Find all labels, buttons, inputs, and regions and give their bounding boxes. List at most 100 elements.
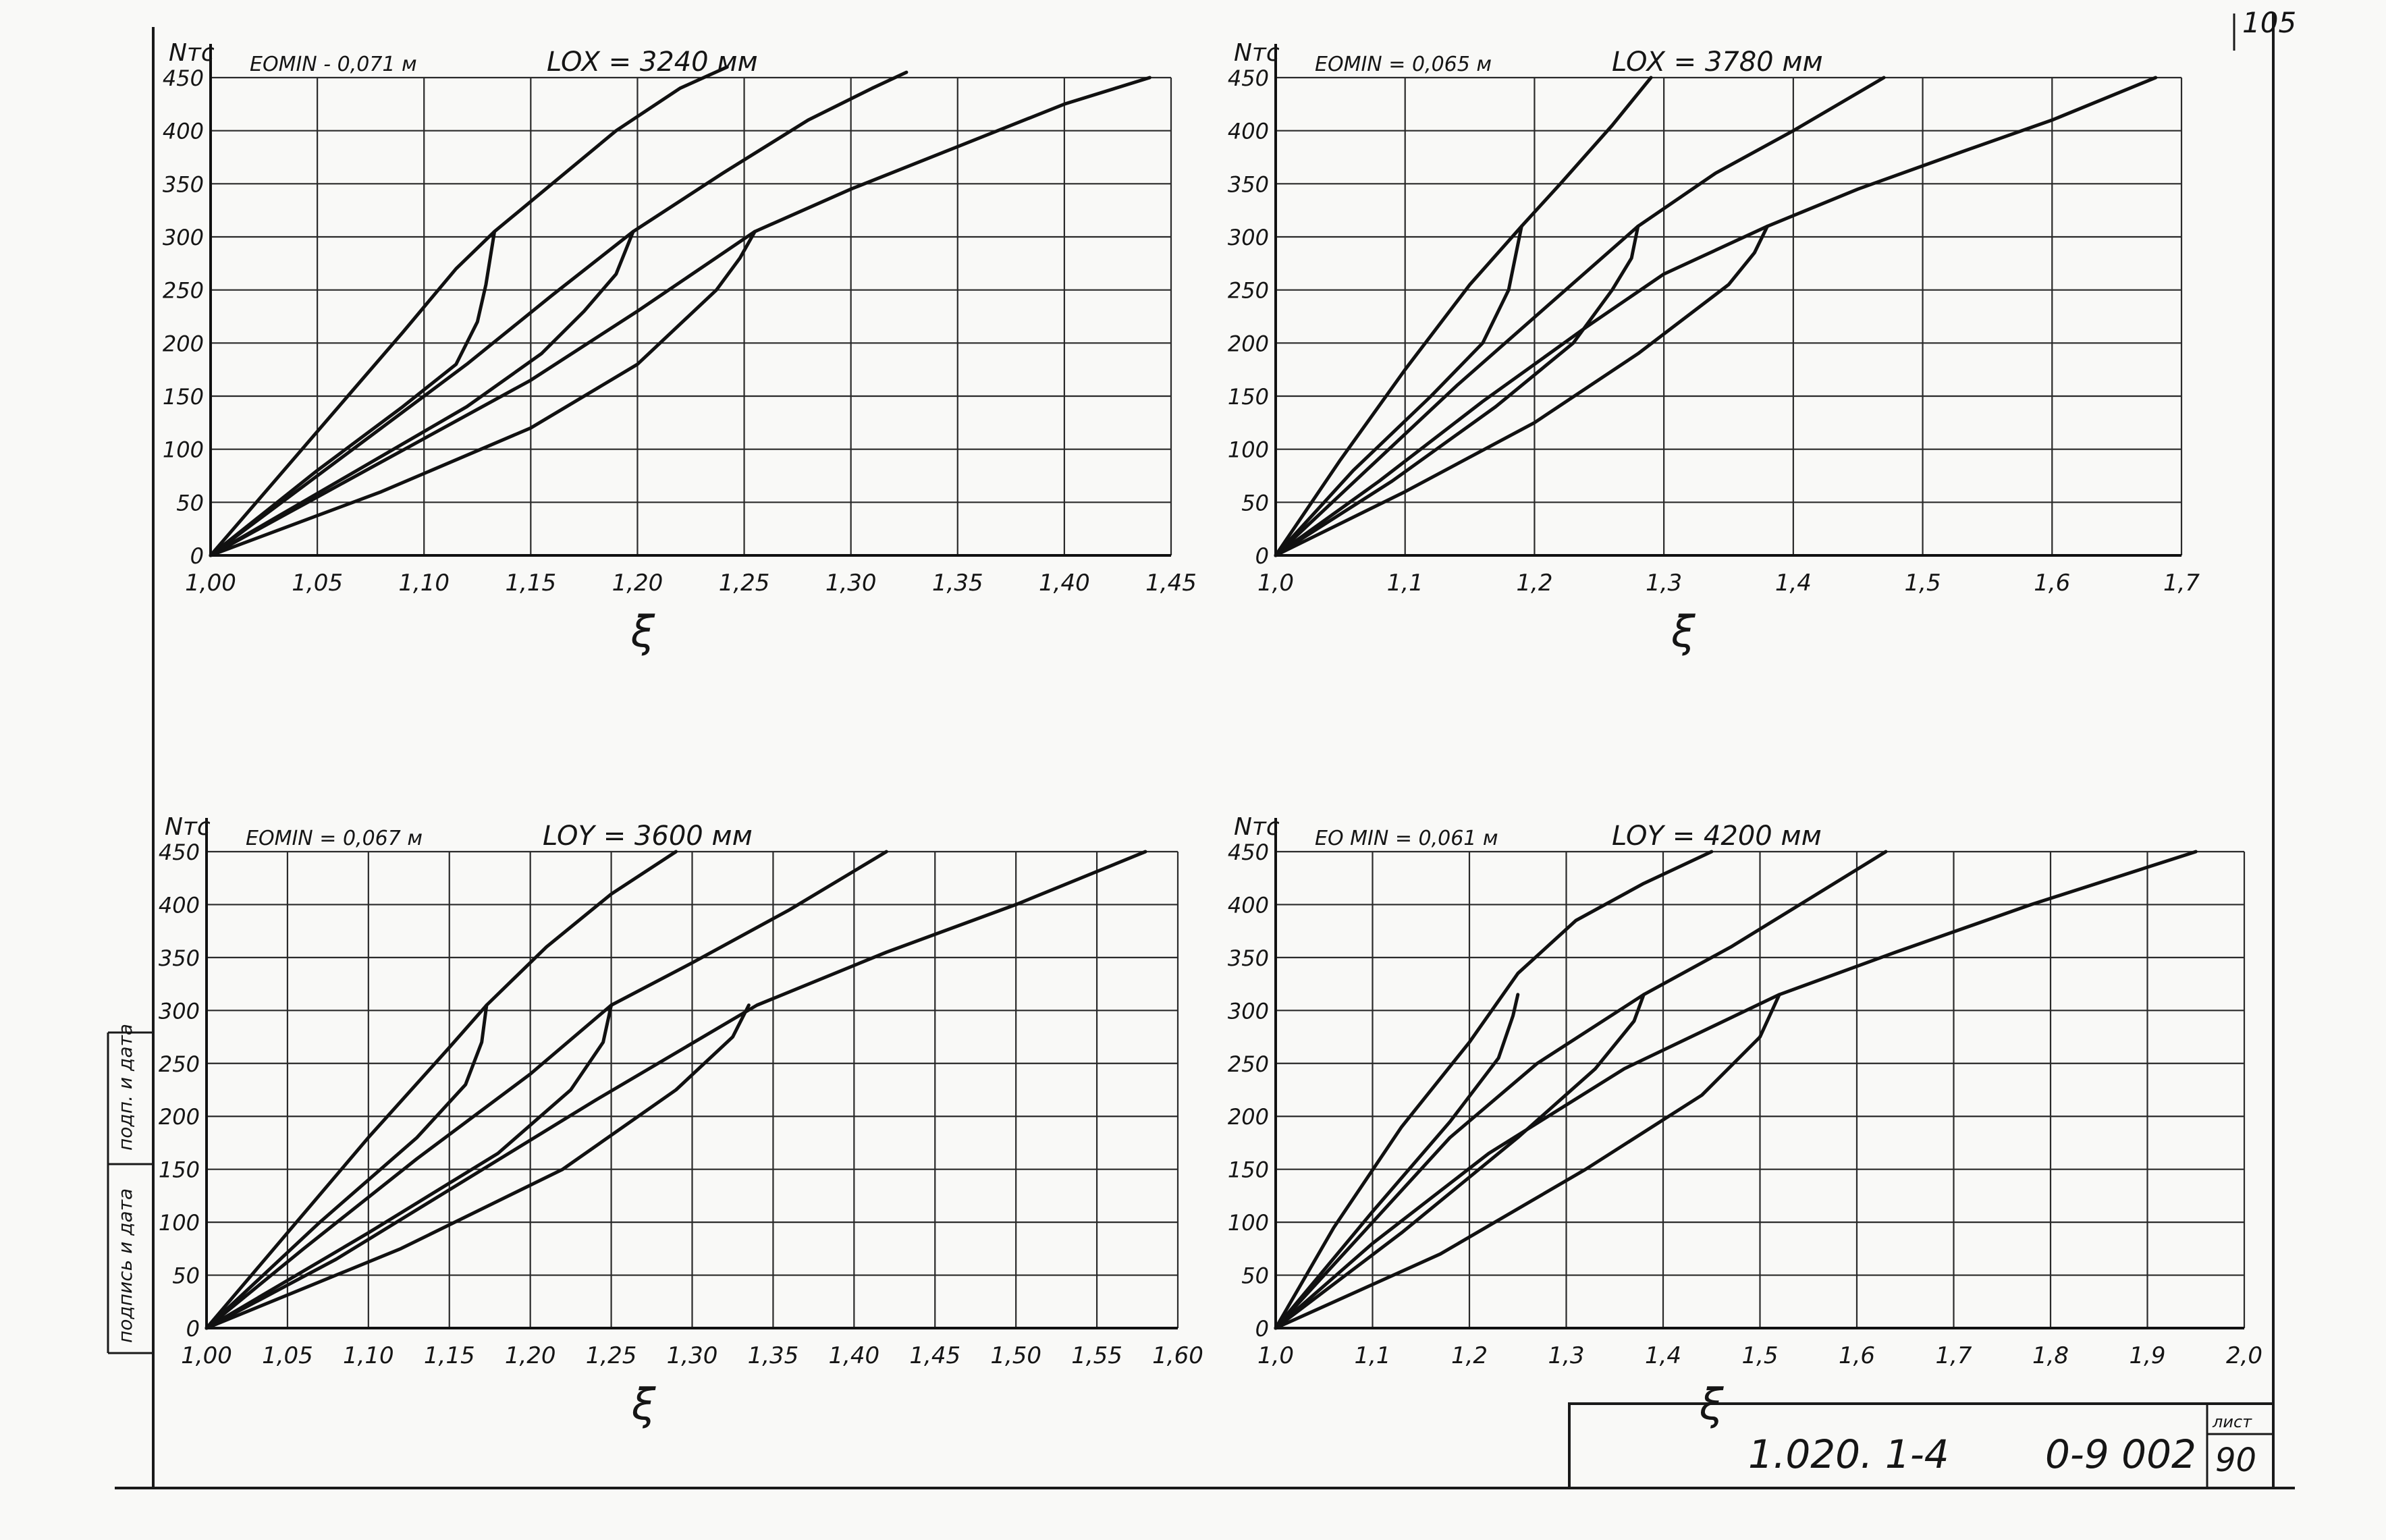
y-tick-label: 350 — [163, 171, 204, 197]
y-tick-label: 200 — [159, 1104, 200, 1130]
y-tick-label: 350 — [159, 945, 200, 971]
series-line-3 — [1274, 850, 2198, 1330]
y-tick-label: 300 — [1228, 225, 1269, 250]
x-tick-label: 1,25 — [586, 1342, 637, 1369]
x-tick-label: 1,40 — [828, 1342, 879, 1369]
x-tick-label: 1,6 — [1839, 1342, 1875, 1369]
series-line-4 — [1274, 224, 1523, 557]
series-line-1 — [1274, 850, 1714, 1330]
margin-stamp: подп. и дата подпись и дата — [107, 1024, 153, 1354]
y-tick-label: 350 — [1228, 171, 1269, 197]
y-tick-label: 0 — [190, 543, 204, 569]
chart-title: LOX = 3240 мм — [547, 47, 758, 78]
x-tick-label: 1,00 — [181, 1342, 232, 1369]
x-tick-label: 1,00 — [185, 570, 236, 597]
y-tick-label: 150 — [159, 1157, 200, 1183]
y-tick-label: 400 — [159, 892, 200, 918]
x-tick-label: 1,4 — [1645, 1342, 1681, 1369]
y-tick-label: 50 — [176, 490, 204, 516]
x-tick-label: 1,60 — [1152, 1342, 1203, 1369]
x-axis-label: ξ — [1699, 1380, 1725, 1430]
y-tick-label: 0 — [1255, 543, 1269, 569]
chart-subtitle: EOMIN = 0,067 м — [246, 827, 423, 850]
x-tick-label: 1,05 — [292, 570, 343, 597]
y-tick-label: 200 — [1228, 1104, 1269, 1130]
x-tick-label: 1,3 — [1548, 1342, 1584, 1369]
y-tick-label: 150 — [1228, 1157, 1269, 1183]
series-line-5 — [1274, 993, 1646, 1330]
y-tick-label: 150 — [1228, 384, 1269, 410]
series-line-1 — [1274, 76, 1653, 557]
series-line-6 — [1274, 993, 1781, 1330]
y-tick-label: 200 — [163, 331, 204, 356]
x-tick-label: 1,3 — [1646, 570, 1682, 597]
x-tick-label: 1,20 — [612, 570, 663, 597]
y-tick-label: 450 — [1228, 840, 1269, 865]
chart-subtitle: EO MIN = 0,061 м — [1315, 827, 1498, 850]
y-axis-label: Nтс — [1234, 39, 1280, 67]
x-axis-label: ξ — [631, 1380, 657, 1430]
series-line-2 — [209, 70, 909, 557]
y-tick-label: 300 — [163, 225, 204, 250]
x-tick-label: 1,7 — [2163, 570, 2200, 597]
drawing-code: 0-9 002 — [2045, 1431, 2196, 1477]
list-label: лист — [2212, 1412, 2252, 1431]
y-axis-label: Nтс — [169, 39, 215, 67]
chart-subtitle: EOMIN - 0,071 м — [250, 53, 417, 76]
y-tick-label: 450 — [159, 840, 200, 865]
series-line-5 — [1274, 224, 1640, 557]
series-line-5 — [209, 229, 635, 557]
title-block: 1.020. 1-4 0-9 002 лист 90 — [1568, 1402, 2275, 1489]
chart-lox-3780: 1,0 1,1 1,2 1,3 1,4 1,5 1,6 1,7 0 50 100 150 200 250 3… — [1228, 39, 2200, 657]
x-tick-label: 1,1 — [1387, 570, 1424, 597]
x-tick-label: 1,35 — [932, 570, 983, 597]
y-tick-label: 400 — [1228, 119, 1269, 144]
x-tick-label: 1,20 — [505, 1342, 556, 1369]
series-line-3 — [205, 850, 1147, 1330]
x-tick-label: 2,0 — [2226, 1342, 2262, 1369]
series-line-3 — [209, 76, 1151, 557]
series-line-6 — [205, 1003, 751, 1330]
x-tick-label: 1,30 — [667, 1342, 718, 1369]
y-tick-label: 350 — [1228, 945, 1269, 971]
x-tick-label: 1,15 — [505, 570, 556, 597]
series-line-1 — [209, 65, 729, 557]
chart-loy-4200: 1,0 1,1 1,2 1,3 1,4 1,5 1,6 1,7 1,8 1,9 2,0 0 50 100 1… — [1228, 813, 2262, 1430]
chart-title: LOY = 3600 мм — [543, 821, 753, 852]
y-tick-label: 100 — [1228, 437, 1269, 463]
x-axis-label: ξ — [1671, 607, 1696, 657]
x-tick-label: 1,1 — [1354, 1342, 1390, 1369]
x-tick-label: 1,45 — [909, 1342, 960, 1369]
chart-title: LOY = 4200 мм — [1612, 821, 1822, 852]
y-tick-label: 100 — [1228, 1210, 1269, 1236]
series-line-4 — [209, 229, 497, 557]
x-tick-label: 1,35 — [748, 1342, 799, 1369]
series-line-2 — [1274, 850, 1888, 1330]
y-tick-label: 450 — [1228, 65, 1269, 91]
x-tick-label: 1,15 — [424, 1342, 475, 1369]
y-tick-label: 0 — [1255, 1316, 1269, 1342]
y-tick-label: 400 — [163, 119, 204, 144]
y-tick-label: 400 — [1228, 892, 1269, 918]
x-axis-label: ξ — [630, 607, 656, 657]
series-line-6 — [1274, 224, 1769, 557]
page-number: 105 — [2242, 6, 2296, 39]
series-line-3 — [1274, 76, 2158, 557]
series-line-2 — [1274, 76, 1886, 557]
y-tick-label: 250 — [163, 278, 204, 304]
y-axis-label: Nтс — [165, 813, 211, 841]
y-axis-label: Nтс — [1234, 813, 1280, 841]
y-tick-label: 300 — [159, 998, 200, 1024]
y-tick-label: 50 — [1241, 490, 1269, 516]
y-tick-label: 300 — [1228, 998, 1269, 1024]
y-tick-label: 450 — [163, 65, 204, 91]
x-tick-label: 1,50 — [990, 1342, 1041, 1369]
x-tick-label: 1,25 — [719, 570, 770, 597]
list-number: 90 — [2215, 1441, 2256, 1479]
x-tick-label: 1,55 — [1071, 1342, 1122, 1369]
x-tick-label: 1,45 — [1145, 570, 1197, 597]
chart-lox-3240: 1,00 1,05 1,10 1,15 1,20 1,25 1,30 1,35 1,40 1,45… — [163, 39, 1197, 657]
margin-stamp-top: подп. и дата — [114, 1024, 136, 1151]
x-tick-label: 1,7 — [1935, 1342, 1972, 1369]
